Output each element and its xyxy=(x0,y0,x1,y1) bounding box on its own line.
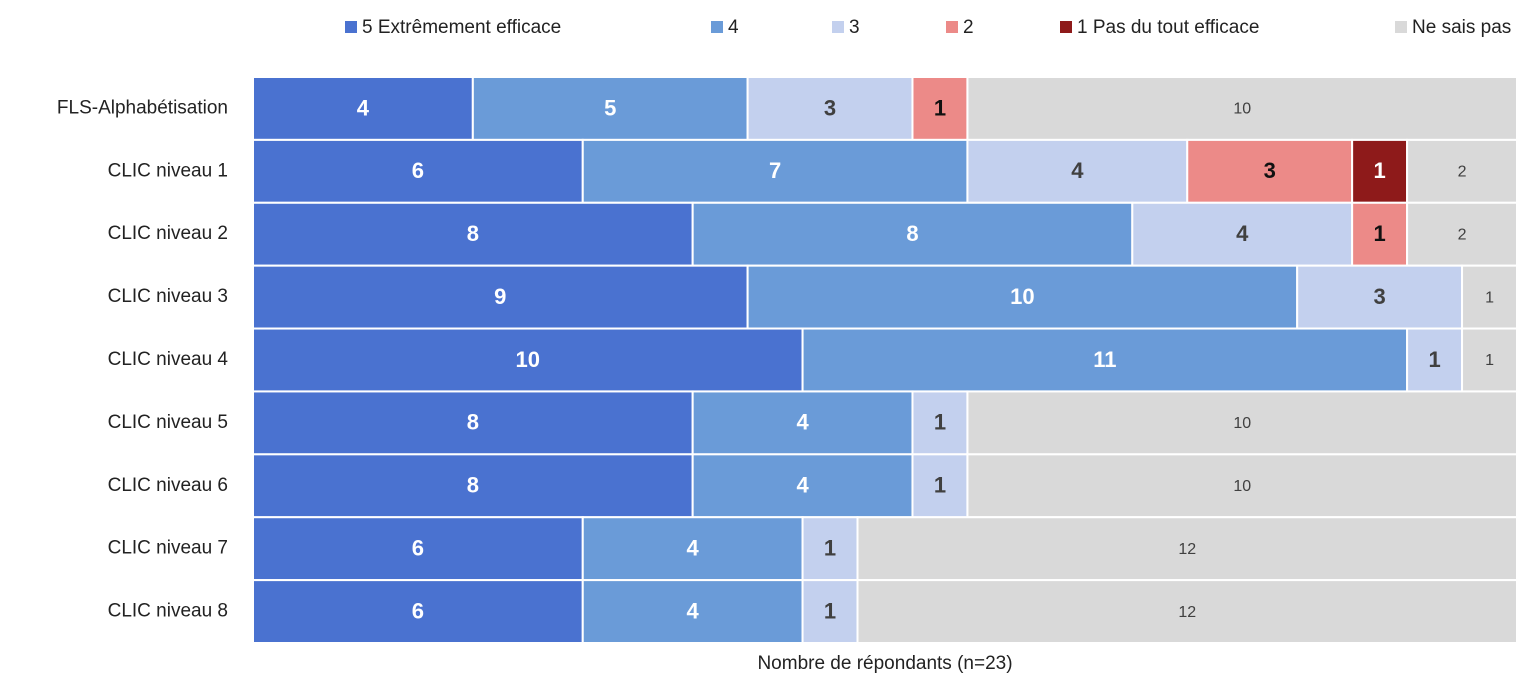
y-tick-label: CLIC niveau 8 xyxy=(108,601,228,622)
bar-segment xyxy=(911,453,969,519)
bar-segment xyxy=(911,390,969,456)
bar-segment xyxy=(581,579,804,644)
data-label: 6 xyxy=(412,158,424,183)
y-tick-label: CLIC niveau 4 xyxy=(108,349,229,370)
legend-swatch xyxy=(1060,21,1072,33)
legend-label: 4 xyxy=(728,17,739,38)
bar-segment xyxy=(1406,201,1518,267)
legend-label: 5 Extrêmement efficace xyxy=(362,17,561,38)
bar-segment xyxy=(471,76,749,141)
legend-swatch xyxy=(946,21,958,33)
bar-segment xyxy=(252,390,694,456)
data-label: 1 xyxy=(1428,347,1440,372)
data-label: 6 xyxy=(412,598,424,623)
data-label: 10 xyxy=(1233,101,1251,118)
data-label: 3 xyxy=(1264,158,1276,183)
legend-label: Ne sais pas xyxy=(1412,17,1511,38)
data-label: 11 xyxy=(1093,347,1116,372)
data-label: 4 xyxy=(796,473,809,498)
y-tick-label: CLIC niveau 2 xyxy=(108,223,228,244)
data-label: 3 xyxy=(1373,284,1385,309)
data-label: 10 xyxy=(1233,478,1251,495)
bar-segment xyxy=(252,453,694,519)
bar-segment xyxy=(1406,327,1464,393)
legend-swatch xyxy=(1395,21,1407,33)
x-axis-label: Nombre de répondants (n=23) xyxy=(757,653,1012,674)
data-label: 2 xyxy=(1458,226,1467,243)
bar-segment xyxy=(746,264,1299,330)
bar-segment xyxy=(1296,264,1464,330)
data-label: 1 xyxy=(934,473,946,498)
y-tick-label: CLIC niveau 6 xyxy=(108,475,228,496)
legend-swatch xyxy=(345,21,357,33)
data-label: 10 xyxy=(1233,415,1251,432)
data-label: 4 xyxy=(1236,221,1249,246)
legend-label: 1 Pas du tout efficace xyxy=(1077,17,1259,38)
bar-segment xyxy=(856,579,1518,644)
bar-segment xyxy=(966,138,1189,204)
legend-label: 3 xyxy=(849,17,860,38)
y-tick-label: FLS-Alphabétisation xyxy=(57,97,228,118)
data-label: 2 xyxy=(1458,164,1467,181)
data-label: 12 xyxy=(1178,604,1196,621)
data-label: 4 xyxy=(1071,158,1084,183)
data-label: 5 xyxy=(604,95,616,120)
bar-segment xyxy=(801,327,1409,393)
data-label: 6 xyxy=(412,535,424,560)
bar-segment xyxy=(252,201,694,267)
bar-segment xyxy=(252,76,474,141)
data-label: 1 xyxy=(824,535,836,560)
y-tick-label: CLIC niveau 1 xyxy=(108,160,228,181)
bar-segment xyxy=(1461,264,1518,330)
bar-segment xyxy=(1461,327,1518,393)
y-tick-label: CLIC niveau 5 xyxy=(108,412,228,433)
data-label: 4 xyxy=(687,535,700,560)
legend-swatch xyxy=(832,21,844,33)
data-label: 1 xyxy=(1485,289,1494,306)
data-label: 4 xyxy=(357,95,370,120)
y-tick-label: CLIC niveau 3 xyxy=(108,286,228,307)
data-label: 8 xyxy=(467,410,479,435)
bar-segment xyxy=(252,138,584,204)
bar-segment xyxy=(1406,138,1518,204)
data-label: 1 xyxy=(1373,158,1385,183)
y-tick-label: CLIC niveau 7 xyxy=(108,538,228,559)
data-label: 3 xyxy=(824,95,836,120)
bar-segment xyxy=(1131,201,1354,267)
data-label: 4 xyxy=(687,598,700,623)
data-label: 10 xyxy=(1010,284,1034,309)
data-label: 9 xyxy=(494,284,506,309)
data-label: 1 xyxy=(1373,221,1385,246)
data-label: 4 xyxy=(796,410,809,435)
data-label: 1 xyxy=(1485,352,1494,369)
data-label: 1 xyxy=(934,410,946,435)
bar-segment xyxy=(1351,138,1409,204)
data-label: 12 xyxy=(1178,541,1196,558)
data-label: 8 xyxy=(467,221,479,246)
bar-segment xyxy=(252,264,749,330)
legend-label: 2 xyxy=(963,17,974,38)
bar-segment xyxy=(856,516,1518,582)
data-label: 8 xyxy=(467,473,479,498)
bar-segment xyxy=(252,579,584,644)
bar-segment xyxy=(252,327,804,393)
data-label: 8 xyxy=(906,221,918,246)
data-label: 10 xyxy=(516,347,540,372)
data-label: 1 xyxy=(934,95,946,120)
bar-segment xyxy=(966,390,1518,456)
data-label: 7 xyxy=(769,158,781,183)
data-label: 1 xyxy=(824,598,836,623)
legend-swatch xyxy=(711,21,723,33)
